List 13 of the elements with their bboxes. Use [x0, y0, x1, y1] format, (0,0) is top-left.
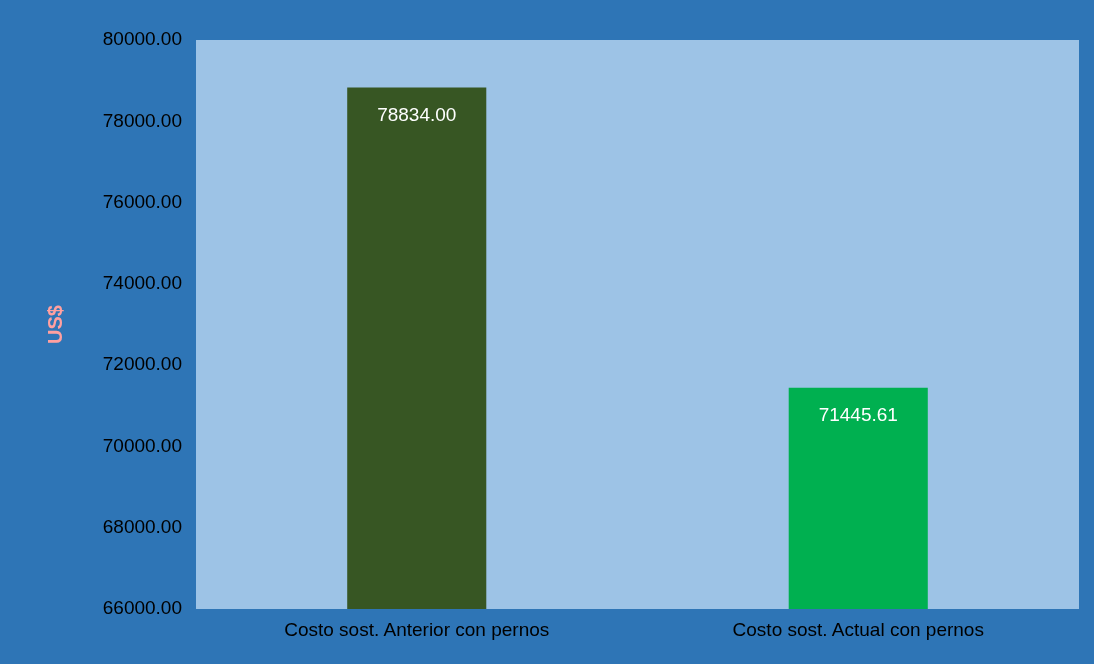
x-tick-label: Costo sost. Actual con pernos [732, 618, 984, 640]
y-tick-label: 76000.00 [102, 190, 182, 212]
y-tick-label: 74000.00 [102, 272, 182, 294]
x-tick-label: Costo sost. Anterior con pernos [284, 618, 550, 640]
y-tick-label: 70000.00 [102, 434, 182, 456]
y-tick-label: 66000.00 [102, 597, 182, 619]
y-tick-label: 72000.00 [102, 353, 182, 375]
data-label: 78834.00 [377, 103, 457, 125]
y-axis-title: US$ [43, 305, 66, 344]
y-tick-label: 78000.00 [102, 109, 182, 131]
y-tick-label: 68000.00 [102, 515, 182, 537]
y-tick-label: 80000.00 [102, 28, 182, 50]
data-label: 71445.61 [818, 403, 898, 425]
